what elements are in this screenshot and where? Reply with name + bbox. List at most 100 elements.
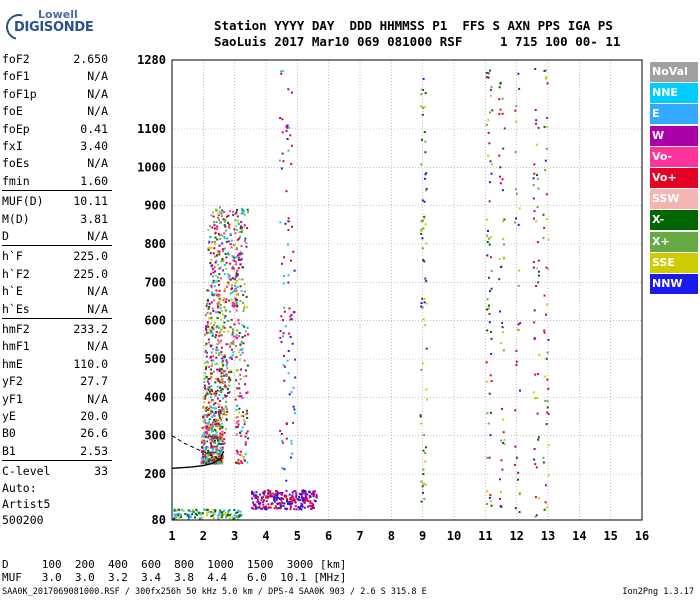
echo-point (225, 406, 228, 409)
echo-point (201, 415, 204, 418)
echo-point (207, 459, 210, 461)
echo-point (204, 384, 206, 387)
echo-point (542, 456, 545, 459)
echo-point (194, 512, 197, 515)
echo-point (289, 336, 292, 338)
echo-point (532, 197, 535, 200)
param-value: N/A (87, 86, 108, 101)
echo-point (218, 367, 221, 370)
echo-point (234, 282, 237, 285)
echo-point (245, 392, 248, 395)
echo-point (236, 208, 238, 211)
echo-point (295, 495, 298, 498)
x-tick-label: 6 (325, 529, 332, 543)
echo-point (422, 362, 425, 365)
echo-point (265, 495, 268, 498)
echo-point (218, 253, 221, 256)
echo-point (237, 382, 240, 385)
logo-line-1: Lowell (38, 8, 78, 21)
echo-point (236, 293, 239, 296)
echo-point (235, 272, 238, 275)
echo-point (220, 353, 223, 356)
echo-point (424, 151, 427, 154)
echo-point (242, 310, 245, 313)
echo-point (195, 508, 198, 511)
echo-point (252, 491, 255, 494)
echo-point (227, 276, 230, 279)
echo-point (205, 329, 208, 331)
echo-point (215, 221, 218, 224)
echo-point (173, 508, 176, 511)
echo-point (216, 452, 219, 455)
echo-point (543, 329, 546, 332)
echo-point (267, 491, 270, 494)
echo-point (210, 415, 213, 418)
echo-point (214, 255, 217, 258)
echo-point (535, 220, 538, 223)
echo-point (499, 491, 502, 494)
echo-point (216, 425, 219, 428)
echo-point (220, 310, 223, 312)
echo-point (223, 354, 226, 357)
echo-point (288, 393, 291, 396)
echo-point (231, 341, 234, 344)
echo-point (188, 514, 191, 517)
echo-point (241, 226, 244, 229)
echo-point (198, 512, 201, 515)
echo-point (211, 331, 213, 334)
echo-point (421, 237, 424, 240)
echo-point (498, 154, 501, 157)
echo-point (205, 451, 208, 454)
echo-point (279, 117, 282, 119)
echo-point (223, 374, 225, 377)
echo-point (205, 508, 208, 511)
echo-point (542, 213, 545, 216)
echo-point (273, 495, 276, 497)
echo-point (284, 325, 287, 328)
echo-point (244, 237, 247, 240)
echo-point (489, 434, 492, 437)
echo-point (294, 501, 297, 504)
echo-point (259, 507, 262, 510)
echo-point (209, 262, 212, 264)
echo-point (542, 236, 545, 239)
echo-point (210, 286, 213, 289)
echo-point (210, 246, 213, 249)
echo-point (215, 450, 218, 453)
echo-point (236, 304, 239, 307)
echo-point (208, 434, 211, 437)
echo-point (498, 478, 501, 481)
echo-point (264, 507, 267, 510)
echo-point (201, 517, 204, 520)
echo-point (223, 438, 226, 441)
echo-point (517, 269, 520, 272)
echo-point (208, 421, 210, 424)
echo-point (232, 351, 235, 354)
echo-point (487, 422, 490, 425)
echo-point (220, 318, 222, 321)
echo-point (236, 269, 239, 272)
echo-point (213, 439, 216, 442)
echo-point (217, 311, 220, 314)
echo-point (233, 289, 236, 292)
echo-point (199, 512, 202, 514)
echo-point (238, 332, 241, 334)
echo-point (262, 492, 265, 495)
echo-point (218, 267, 221, 270)
trace-curves (171, 435, 225, 469)
echo-point (275, 490, 278, 492)
echo-point (291, 452, 294, 455)
echo-point (281, 118, 284, 121)
param-separator (2, 190, 112, 192)
echo-point (221, 514, 224, 517)
echo-point (221, 372, 224, 375)
echo-point (235, 337, 238, 340)
echo-point (533, 172, 536, 175)
echo-point (547, 268, 550, 271)
echo-point (223, 264, 226, 266)
echo-point (486, 490, 489, 493)
echo-point (206, 451, 209, 454)
echo-point (488, 111, 491, 114)
echo-point (204, 388, 207, 391)
echo-point (234, 299, 237, 302)
